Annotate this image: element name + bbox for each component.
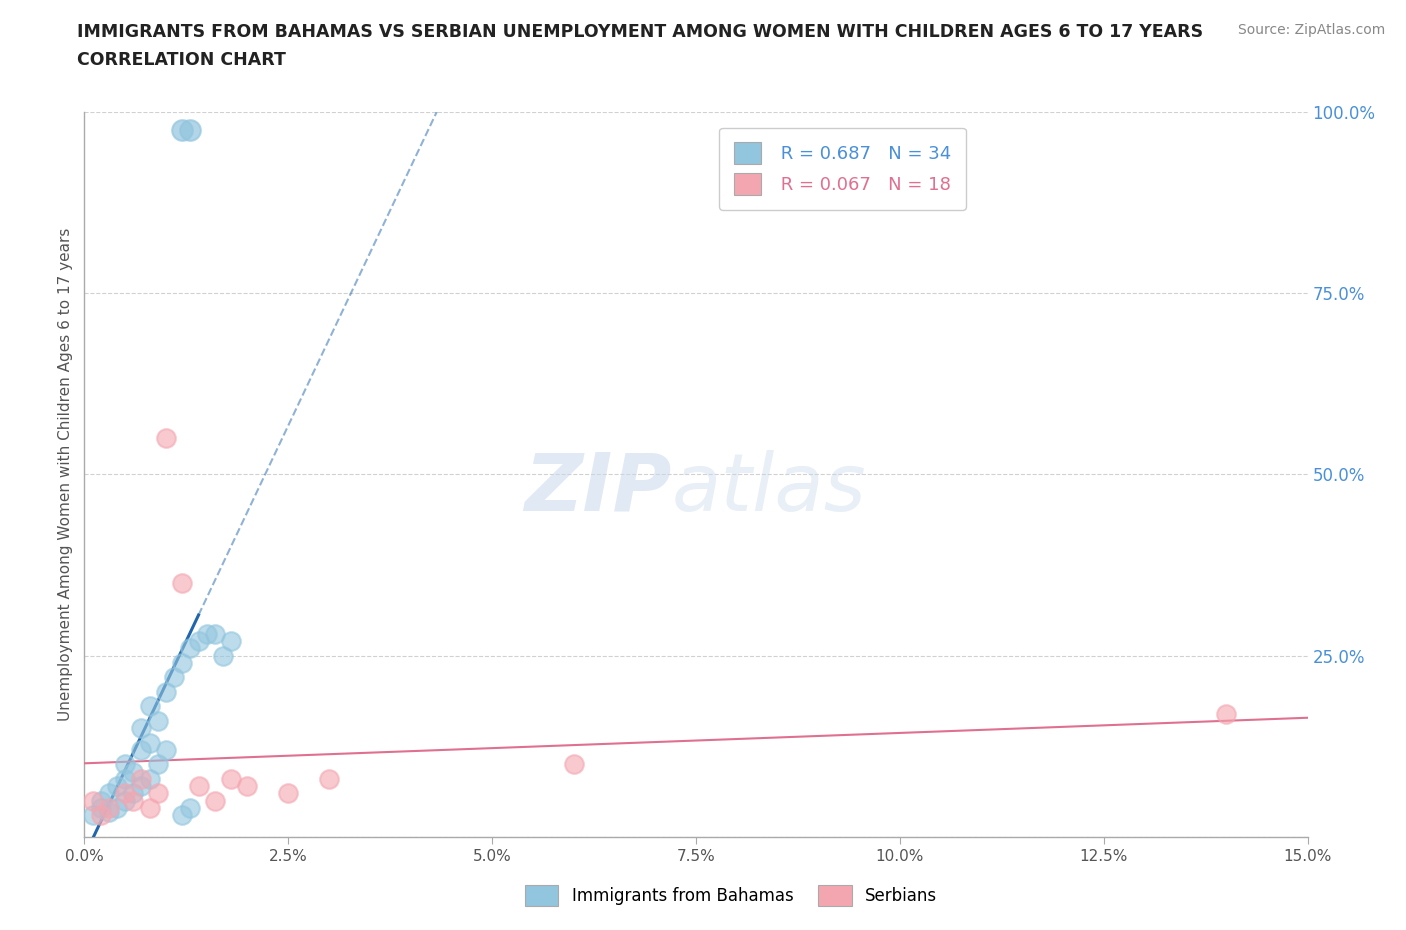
Point <box>155 684 177 699</box>
Point <box>163 670 186 684</box>
Point <box>90 801 112 816</box>
Point <box>179 641 201 656</box>
Point <box>114 793 136 808</box>
Point <box>131 721 153 736</box>
Y-axis label: Unemployment Among Women with Children Ages 6 to 17 years: Unemployment Among Women with Children A… <box>58 228 73 721</box>
Point <box>114 772 136 787</box>
Point <box>114 786 136 801</box>
Point <box>277 786 299 801</box>
Point <box>146 713 169 728</box>
Point <box>146 757 169 772</box>
Point <box>97 786 120 801</box>
Text: atlas: atlas <box>672 450 866 528</box>
Point <box>187 633 209 648</box>
Point <box>562 757 585 772</box>
Point <box>146 786 169 801</box>
Point <box>155 742 177 757</box>
Point <box>131 772 153 787</box>
Point <box>90 793 112 808</box>
Point <box>138 699 160 714</box>
Point <box>105 778 128 793</box>
Text: ZIP: ZIP <box>524 450 672 528</box>
Point <box>155 431 177 445</box>
Legend:  R = 0.687   N = 34,  R = 0.067   N = 18: R = 0.687 N = 34, R = 0.067 N = 18 <box>720 128 966 210</box>
Point <box>212 648 235 663</box>
Point <box>122 793 145 808</box>
Point <box>90 808 112 823</box>
Point <box>187 778 209 793</box>
Point <box>122 786 145 801</box>
Point <box>82 793 104 808</box>
Text: Source: ZipAtlas.com: Source: ZipAtlas.com <box>1237 23 1385 37</box>
Point <box>97 804 120 819</box>
Point <box>122 764 145 779</box>
Point <box>172 808 194 823</box>
Point <box>97 801 120 816</box>
Point <box>172 576 194 591</box>
Point <box>138 736 160 751</box>
Point <box>114 757 136 772</box>
Point <box>219 633 242 648</box>
Point <box>172 656 194 671</box>
Point <box>138 801 160 816</box>
Point <box>179 801 201 816</box>
Point <box>204 793 226 808</box>
Legend: Immigrants from Bahamas, Serbians: Immigrants from Bahamas, Serbians <box>519 879 943 912</box>
Text: IMMIGRANTS FROM BAHAMAS VS SERBIAN UNEMPLOYMENT AMONG WOMEN WITH CHILDREN AGES 6: IMMIGRANTS FROM BAHAMAS VS SERBIAN UNEMP… <box>77 23 1204 41</box>
Point <box>219 772 242 787</box>
Point <box>131 742 153 757</box>
Point <box>195 627 218 642</box>
Point <box>1215 706 1237 721</box>
Point <box>82 808 104 823</box>
Point <box>172 123 194 138</box>
Text: CORRELATION CHART: CORRELATION CHART <box>77 51 287 69</box>
Point <box>138 772 160 787</box>
Point <box>179 123 201 138</box>
Point <box>131 778 153 793</box>
Point <box>204 627 226 642</box>
Point <box>236 778 259 793</box>
Point <box>105 801 128 816</box>
Point <box>318 772 340 787</box>
